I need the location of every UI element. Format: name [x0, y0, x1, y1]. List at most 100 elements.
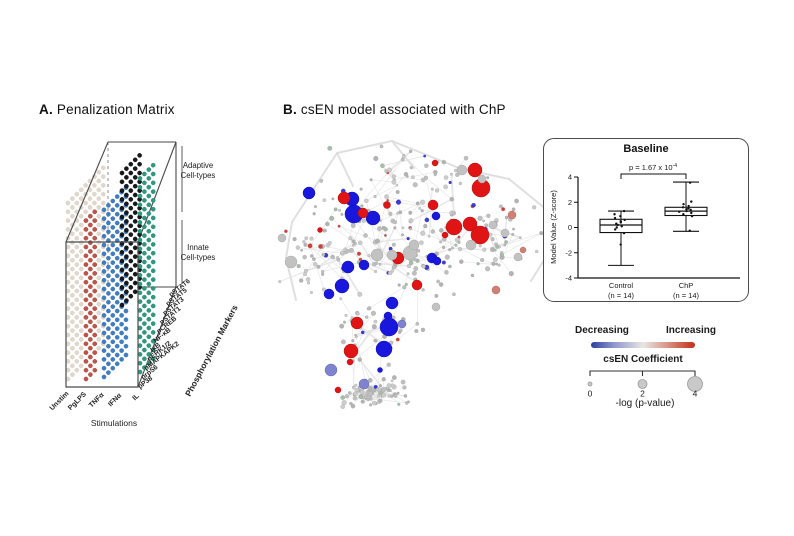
- panel-a-title: Penalization Matrix: [56, 102, 175, 117]
- panel-b-label: B.: [283, 102, 297, 117]
- svg-text:Innate: Innate: [187, 243, 209, 252]
- network-node: [431, 211, 441, 221]
- svg-text:Unstim: Unstim: [49, 390, 71, 412]
- svg-text:Cell-types: Cell-types: [181, 253, 216, 262]
- network-node: [334, 278, 350, 294]
- network-node: [432, 256, 442, 266]
- svg-text:Phosphorylation Markers: Phosphorylation Markers: [183, 303, 240, 398]
- network-node: [358, 378, 370, 390]
- stimulation-stripe-il: [137, 162, 156, 375]
- svg-text:(n = 14): (n = 14): [608, 291, 635, 300]
- network-node: [375, 340, 393, 358]
- svg-text:pP38: pP38: [137, 375, 154, 391]
- svg-text:ChP: ChP: [679, 281, 694, 290]
- network-node: [350, 316, 364, 330]
- network-node: [337, 191, 351, 205]
- svg-text:IFNα: IFNα: [107, 392, 123, 408]
- network-node: [383, 201, 391, 209]
- network-node: [467, 162, 483, 178]
- svg-text:2: 2: [640, 389, 645, 398]
- network-node: [341, 260, 355, 274]
- network-node: [441, 231, 449, 239]
- panel-b-title: csEN model associated with ChP: [300, 102, 506, 117]
- svg-text:4: 4: [693, 389, 698, 398]
- network-node: [357, 207, 369, 219]
- network-node: [385, 296, 399, 310]
- network-node: [431, 302, 441, 312]
- svg-text:Cell-types: Cell-types: [181, 171, 216, 180]
- penalization-matrix-figure: AdaptiveCell-typesInnateCell-typespSTAT6…: [49, 141, 240, 428]
- network-node: [411, 279, 423, 291]
- size-legend-label: -log (p-value): [615, 398, 675, 409]
- svg-text:4: 4: [568, 173, 572, 182]
- size-legend-circle: [587, 381, 593, 387]
- network-node: [431, 159, 439, 167]
- baseline-boxplot-inset: Baseline 4 2 0 -2 -4 Model Value (Z-score) Con…: [543, 138, 749, 302]
- boxplot-axes: 4 2 0 -2 -4 Model Value (Z-score): [549, 173, 740, 283]
- network-node: [445, 218, 463, 236]
- network-node: [377, 367, 383, 373]
- network-node: [343, 343, 359, 359]
- stimulation-stripe-tnfa: [101, 185, 129, 380]
- network-node: [477, 174, 487, 184]
- network-node: [465, 239, 477, 251]
- panel-a-label: A.: [39, 102, 53, 117]
- box-control: Control(n = 14): [599, 209, 643, 300]
- network-node: [491, 285, 501, 295]
- svg-text:p = 1.67 x 10-4: p = 1.67 x 10-4: [629, 163, 677, 172]
- node-size-legend: 0 2 4: [587, 370, 703, 398]
- network-node: [317, 227, 323, 233]
- network-hull-edges: [285, 140, 553, 301]
- network-node: [470, 225, 490, 245]
- network-node: [277, 233, 287, 243]
- svg-text:0: 0: [588, 389, 593, 398]
- panel-b-heading: B. csEN model associated with ChP: [283, 102, 506, 117]
- svg-text:0: 0: [568, 223, 572, 232]
- network-node: [365, 210, 381, 226]
- network-major-nodes: [277, 159, 527, 394]
- network-node: [408, 239, 420, 251]
- svg-text:(n = 14): (n = 14): [673, 291, 700, 300]
- network-node: [302, 186, 316, 200]
- network-edges: [279, 150, 542, 407]
- network-node: [397, 319, 407, 329]
- svg-text:PgLPS: PgLPS: [67, 391, 88, 412]
- svg-text:Stimulations: Stimulations: [91, 418, 137, 428]
- svg-text:IL: IL: [131, 392, 141, 402]
- coefficient-gradient-bar: [591, 342, 695, 348]
- stimulation-stripe-pglps: [83, 209, 98, 382]
- network-node: [507, 210, 517, 220]
- network-node: [358, 259, 370, 271]
- legend-increasing-label: Increasing: [666, 325, 717, 336]
- network-small-nodes: [278, 144, 544, 409]
- p-value-bracket: p = 1.67 x 10-4: [620, 163, 687, 179]
- network-node: [500, 228, 510, 238]
- size-legend-circle: [637, 379, 648, 389]
- size-legend-circle: [687, 376, 703, 392]
- network-node: [379, 317, 399, 337]
- penalization-dots: [65, 153, 156, 382]
- network-node: [346, 358, 354, 366]
- svg-text:TNFα: TNFα: [88, 391, 106, 409]
- network-node: [488, 220, 498, 230]
- svg-text:-4: -4: [565, 274, 572, 283]
- network-node: [284, 255, 298, 269]
- csen-network-graph: [277, 140, 553, 409]
- box-chp: ChP(n = 14): [664, 181, 708, 300]
- matrix-box-front-edges: [65, 141, 139, 388]
- network-node: [456, 164, 468, 176]
- network-node: [519, 246, 527, 254]
- network-node: [324, 363, 338, 377]
- network-node: [334, 386, 342, 394]
- network-node: [323, 288, 335, 300]
- boxplot-title: Baseline: [623, 143, 669, 155]
- legend-decreasing-label: Decreasing: [575, 325, 629, 336]
- svg-text:Adaptive: Adaptive: [183, 161, 213, 170]
- svg-text:Model Value (Z-score): Model Value (Z-score): [549, 190, 558, 264]
- network-node: [462, 216, 478, 232]
- svg-text:Control: Control: [609, 281, 634, 290]
